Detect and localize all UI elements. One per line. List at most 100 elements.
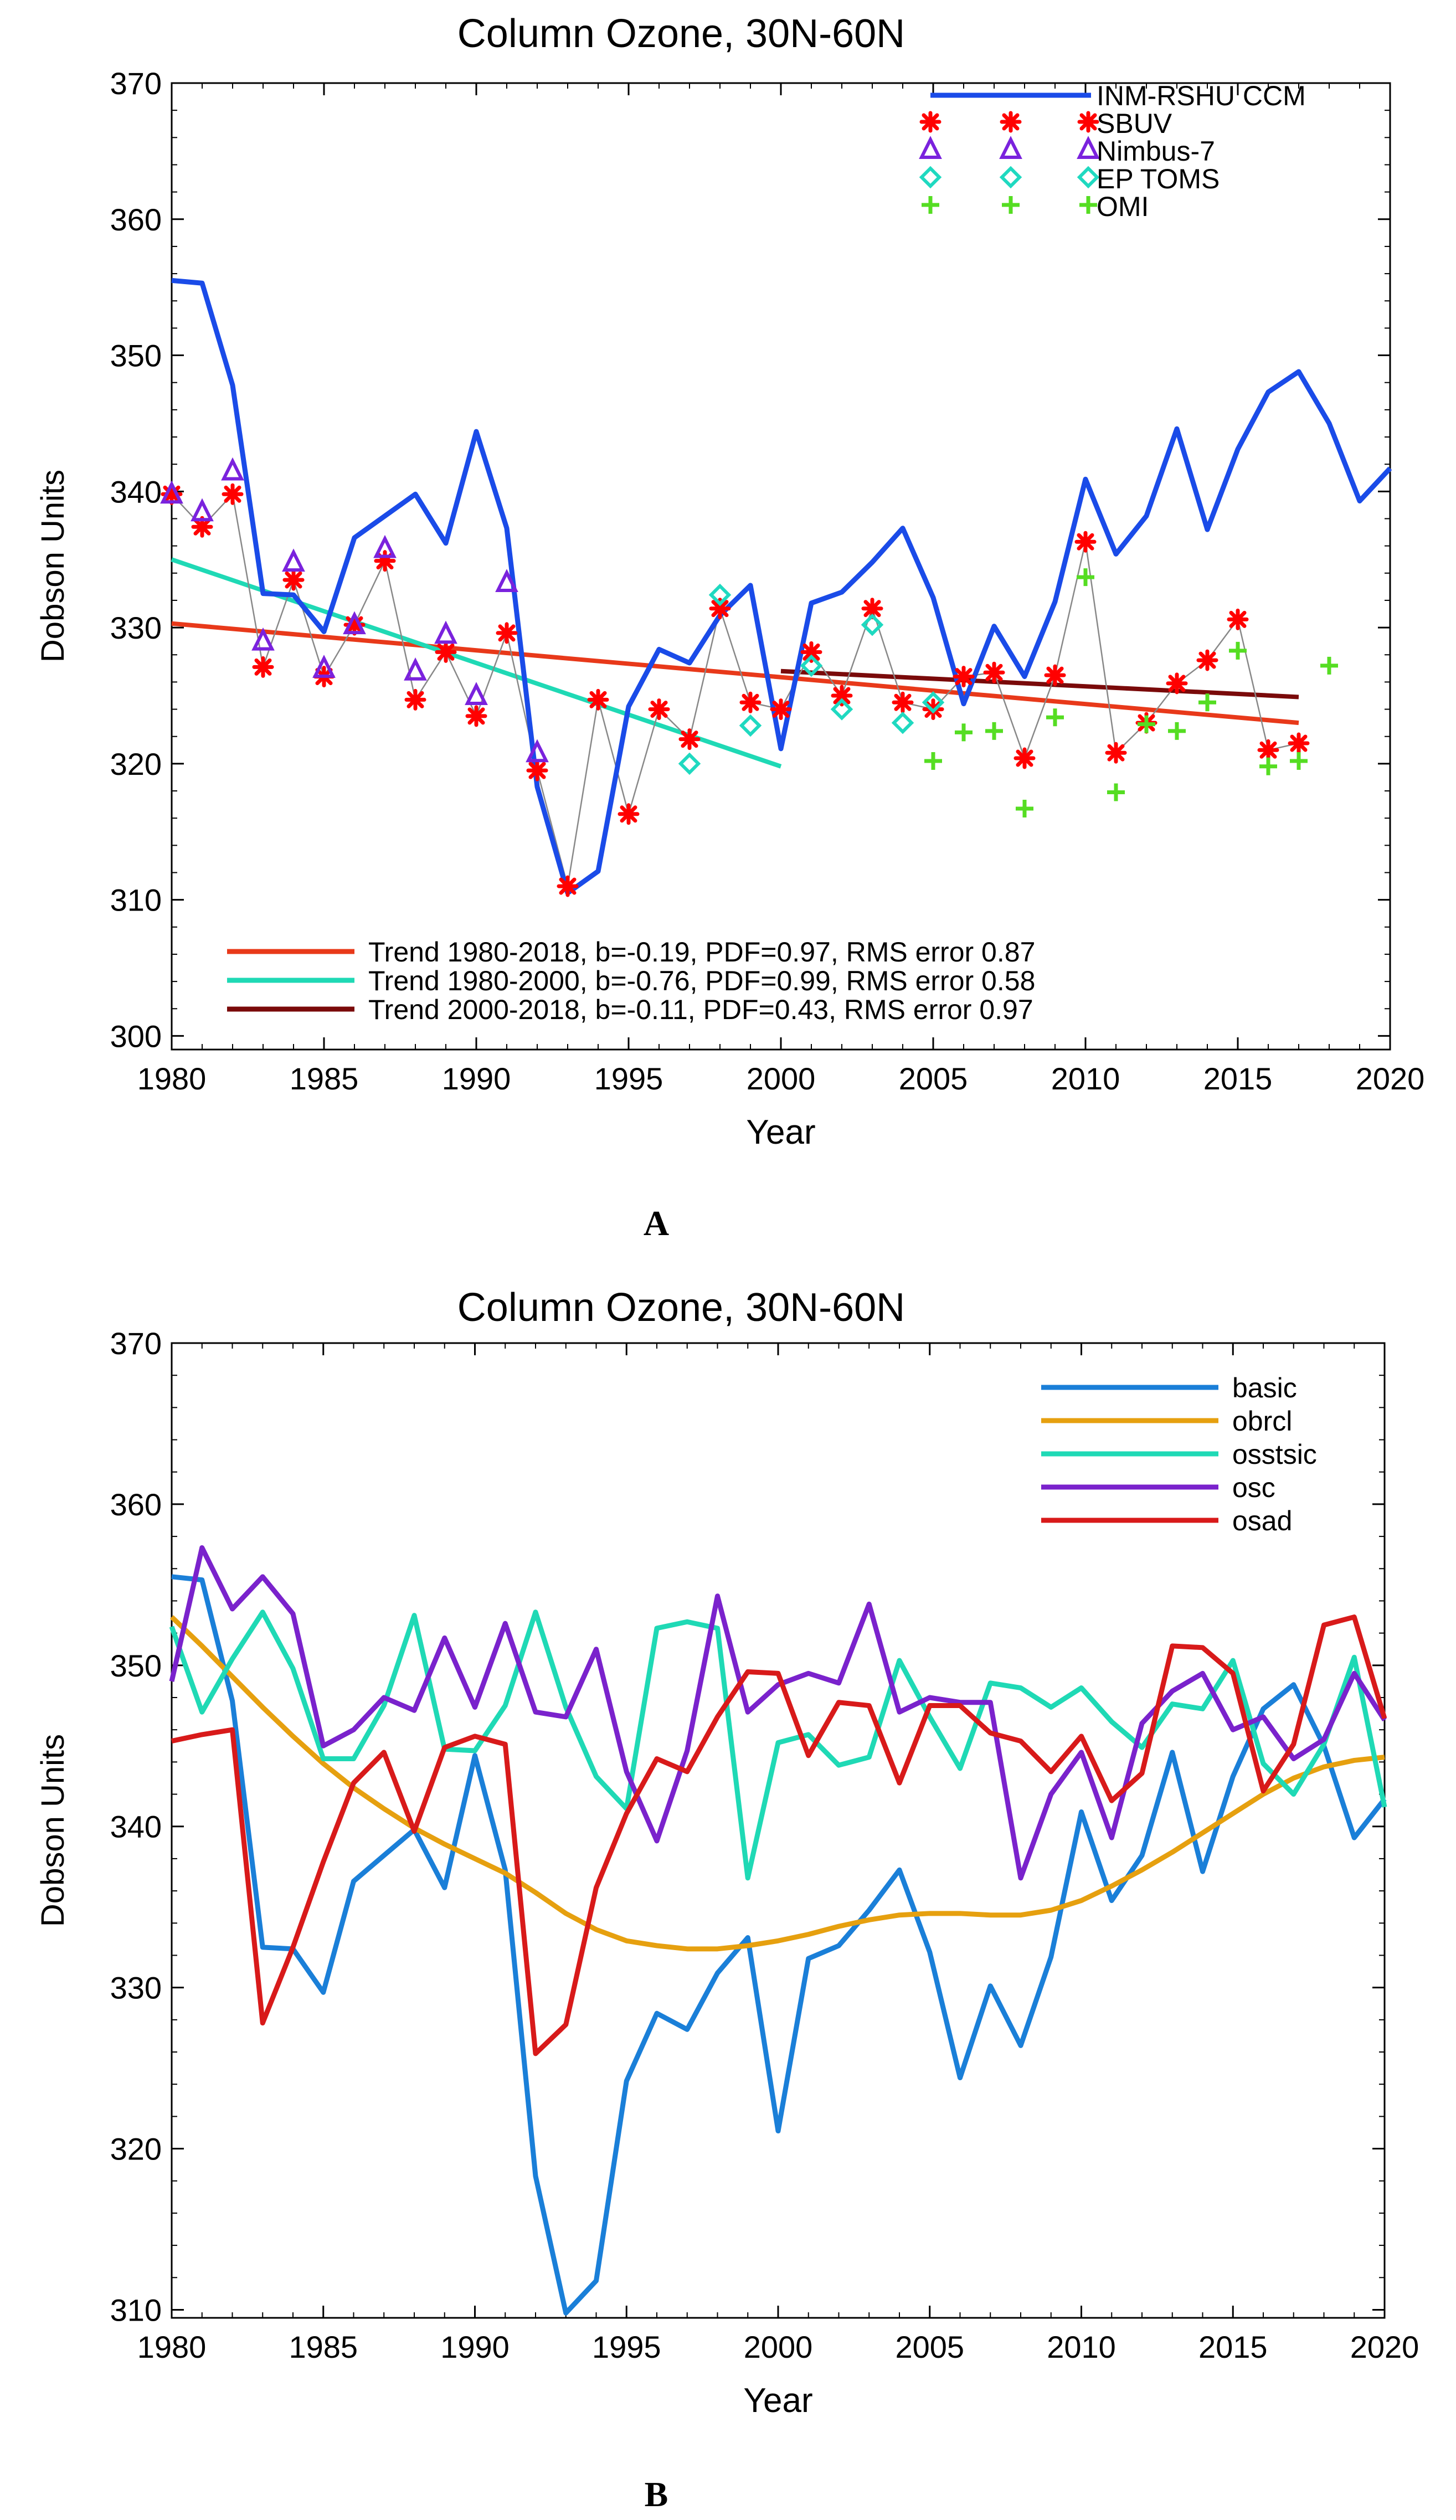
point-omi — [1046, 708, 1064, 727]
point-sbuv-stroke — [711, 600, 729, 618]
point-nimbus-7 — [495, 569, 518, 592]
panel-b-x-tick-label: 2010 — [1047, 2329, 1116, 2364]
series-line-obrcl — [169, 1615, 1385, 1952]
legend-sbuv-swatch-stroke — [1002, 113, 1020, 131]
legend-ep-toms-swatch — [919, 166, 942, 189]
point-sbuv-stroke — [1077, 533, 1094, 551]
point-sbuv-stroke — [772, 701, 790, 718]
point-ep-toms — [708, 583, 732, 606]
trend-legend-label-1: Trend 1980-2018, b=-0.19, PDF=0.97, RMS … — [368, 937, 1035, 968]
point-ep-toms — [922, 691, 945, 714]
point-sbuv-stroke — [467, 707, 485, 725]
panel-a-x-tick-label: 1995 — [594, 1061, 663, 1096]
point-omi — [1198, 693, 1216, 712]
legend-nimbus-7-swatch — [1077, 136, 1100, 159]
point-sbuv-stroke — [193, 518, 211, 536]
panel-a-y-tick-label: 330 — [110, 610, 162, 645]
point-nimbus-7 — [191, 498, 214, 522]
point-sbuv-stroke — [285, 571, 302, 589]
point-sbuv — [222, 483, 244, 505]
panel-a-x-label: Year — [746, 1113, 815, 1151]
point-sbuv — [739, 691, 762, 713]
point-sbuv — [526, 759, 548, 781]
panel-a-y-tick-label: 310 — [110, 883, 162, 918]
point-sbuv — [953, 666, 975, 688]
legend-sbuv-swatch — [1077, 111, 1099, 133]
legend-osstsic-label: osstsic — [1232, 1439, 1317, 1470]
point-sbuv — [404, 688, 426, 711]
point-ep-toms — [800, 654, 823, 677]
point-sbuv — [557, 875, 579, 897]
point-sbuv-stroke — [894, 693, 912, 711]
point-sbuv — [648, 698, 670, 721]
legend-basic-label: basic — [1232, 1372, 1297, 1403]
legend-ep-toms-swatch — [1077, 166, 1100, 189]
point-ep-toms — [891, 711, 914, 734]
point-sbuv — [892, 691, 914, 713]
panel-a-y-tick-label: 340 — [110, 474, 162, 509]
point-sbuv — [1013, 747, 1036, 769]
point-omi — [1168, 722, 1186, 740]
point-sbuv-stroke — [620, 805, 637, 823]
point-sbuv — [1288, 732, 1310, 754]
panel-b-x-tick-label: 2005 — [895, 2329, 964, 2364]
point-sbuv-stroke — [955, 668, 973, 686]
point-ep-toms — [830, 698, 853, 721]
panel-a-x-tick-label: 1985 — [290, 1061, 359, 1096]
panel-b-y-axis: 310 320 330 340 350 360 370 — [110, 1326, 1385, 2327]
point-omi — [1077, 568, 1094, 587]
point-omi — [1016, 799, 1033, 817]
point-omi — [1107, 783, 1125, 801]
point-sbuv-stroke — [559, 877, 577, 895]
point-sbuv — [435, 641, 457, 663]
legend-inm-rshu-ccm-label: INM-RSHU CCM — [1097, 80, 1306, 111]
panel-b-y-tick-label: 310 — [110, 2292, 162, 2327]
point-nimbus-7 — [434, 620, 457, 644]
panel-a-y-label: Dobson Units — [35, 470, 71, 662]
point-sbuv — [465, 705, 487, 727]
point-sbuv-stroke — [437, 643, 455, 661]
point-sbuv — [1227, 608, 1249, 630]
panel-a-y-axis: 300 310 320 330 340 350 360 370 — [110, 66, 1390, 1053]
point-sbuv — [1257, 739, 1279, 761]
point-nimbus-7 — [221, 457, 244, 481]
point-sbuv-stroke — [1046, 666, 1064, 684]
point-omi — [955, 723, 973, 742]
panel-b: Column Ozone, 30N-60N 310 320 330 340 350 360… — [35, 1285, 1419, 2514]
point-sbuv-stroke — [224, 485, 241, 503]
point-omi — [924, 752, 942, 770]
point-sbuv-stroke — [407, 691, 424, 708]
point-sbuv — [618, 803, 640, 825]
legend-ep-toms-swatch — [999, 166, 1022, 189]
legend-sbuv-swatch-stroke — [1079, 113, 1097, 131]
legend-omi-swatch — [1079, 196, 1097, 214]
panel-b-x-tick-label: 1995 — [592, 2329, 661, 2364]
point-omi — [1259, 757, 1277, 775]
panel-a-x-tick-label: 2015 — [1203, 1061, 1273, 1096]
point-sbuv-stroke — [1229, 610, 1247, 628]
panel-b-x-tick-label: 2015 — [1198, 2329, 1268, 2364]
point-sbuv — [496, 622, 518, 644]
point-ep-toms — [678, 752, 701, 775]
panel-a-y-tick-label: 360 — [110, 202, 162, 237]
point-sbuv — [831, 685, 853, 707]
legend-sbuv-swatch — [919, 111, 941, 133]
legend-osc-label: osc — [1232, 1472, 1275, 1503]
point-sbuv — [770, 698, 792, 721]
point-sbuv — [1044, 664, 1066, 686]
panel-a-x-axis: 1980 1985 1990 1995 2000 2005 2010 2015 2020 — [137, 83, 1424, 1096]
observations-connector-line — [171, 492, 1299, 887]
point-nimbus-7 — [526, 739, 549, 763]
panel-b-x-tick-label: 2020 — [1350, 2329, 1419, 2364]
point-sbuv-stroke — [1198, 651, 1216, 669]
panel-a-y-tick-label: 350 — [110, 338, 162, 373]
panel-b-y-tick-label: 320 — [110, 2132, 162, 2167]
point-omi — [1320, 656, 1338, 675]
panel-b-y-tick-label: 340 — [110, 1809, 162, 1844]
panel-a-trend-legend: Trend 1980-2018, b=-0.19, PDF=0.97, RMS … — [227, 937, 1035, 1025]
panel-b-x-tick-label: 1990 — [440, 2329, 510, 2364]
legend-sbuv-swatch — [1000, 111, 1022, 133]
